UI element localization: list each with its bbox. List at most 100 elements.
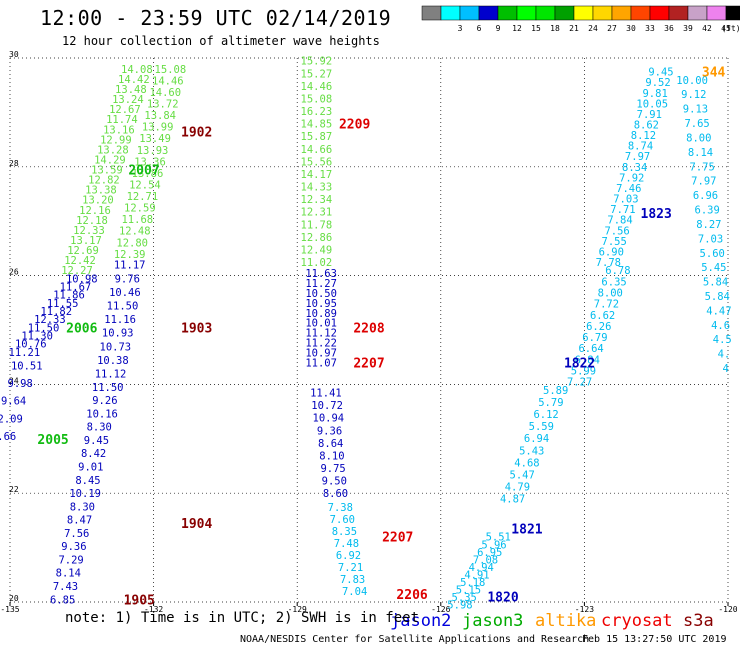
track-value: 5.35: [452, 592, 477, 604]
scale-label: 42: [702, 24, 712, 33]
track-value: 9.36: [61, 541, 86, 553]
track-value: 13.93: [137, 145, 169, 157]
scale-swatch: [497, 5, 518, 21]
track-value: 8.10: [319, 450, 344, 462]
track-pass-label: 2005: [37, 433, 68, 448]
track-pass-label: 1903: [181, 321, 212, 336]
track-value: 4.79: [505, 482, 530, 494]
track-value: 6.39: [695, 205, 720, 217]
track-value: 7.56: [604, 225, 629, 237]
track-value: 7.65: [684, 118, 709, 130]
track-pass-label: 2006: [66, 321, 97, 336]
scale-label: 24: [588, 24, 598, 33]
track-value: 7.46: [616, 183, 641, 195]
scale-label: 9: [496, 24, 501, 33]
scale-swatch: [725, 5, 740, 21]
track-value: 7.21: [338, 562, 363, 574]
scale-unit: (ft): [721, 24, 740, 33]
track-value: 12.34: [301, 194, 333, 206]
track-value: 15.27: [301, 68, 333, 80]
track-value: 7.56: [64, 528, 89, 540]
track-value: 10.89: [305, 308, 337, 320]
track-value: 6.92: [336, 550, 361, 562]
track-value: 6.79: [582, 332, 607, 344]
track-value: 4: [722, 363, 728, 375]
track-value: 12.67: [109, 104, 141, 116]
track-value: 7.27: [567, 377, 592, 389]
track-value: 5.18: [460, 577, 485, 589]
track-value: 12.31: [301, 207, 333, 219]
track-value: 14.33: [301, 182, 333, 194]
track-value: 12.16: [79, 205, 111, 217]
track-value: 10.98: [66, 273, 98, 285]
track-value: 13.72: [147, 99, 179, 111]
track-value: 10.51: [11, 360, 43, 372]
track-value: 5.45: [701, 262, 726, 274]
scale-swatch: [516, 5, 537, 21]
track-value: 8.30: [87, 422, 112, 434]
track-value: 10.97: [305, 348, 337, 360]
track-value: 11.86: [53, 290, 85, 302]
track-value: 10.00: [676, 75, 708, 87]
track-value: 10.50: [305, 288, 337, 300]
track-value: 7.84: [607, 215, 632, 227]
legend-satellite: jason2: [390, 611, 451, 631]
track-value: 11.67: [60, 281, 92, 293]
track-value: 11.02: [301, 257, 333, 269]
x-tick-label: -120: [718, 605, 737, 614]
track-value: 7.75: [690, 161, 715, 173]
y-tick-label: 26: [9, 268, 19, 277]
track-value: 4.: [718, 349, 731, 361]
scale-swatch: [421, 5, 442, 21]
track-pass-label: 1823: [641, 207, 672, 222]
legend-satellite: cryosat: [601, 611, 673, 631]
track-value: 4.94: [469, 562, 494, 574]
track-value: 15.56: [301, 156, 333, 168]
track-value: 12.27: [61, 265, 93, 277]
track-value: 9.64: [1, 396, 26, 408]
scale-swatch: [478, 5, 499, 21]
scale-label: 45: [721, 24, 731, 33]
track-value: 7.92: [619, 172, 644, 184]
track-value: 7.03: [613, 194, 638, 206]
track-value: 7.03: [698, 233, 723, 245]
track-value: 11.74: [106, 114, 138, 126]
track-value: 11.16: [104, 314, 136, 326]
track-value: 7.48: [334, 538, 359, 550]
track-value: 5.60: [700, 248, 725, 260]
track-value: 14.60: [149, 87, 181, 99]
track-value: 12.42: [64, 255, 96, 267]
track-value: 5.79: [538, 397, 563, 409]
track-value: 7.91: [637, 109, 662, 121]
track-value: 12.33: [34, 314, 66, 326]
scale-swatch: [573, 5, 594, 21]
track-value: 8.14: [688, 147, 713, 159]
scale-label: 3: [458, 24, 463, 33]
x-tick-label: -132: [144, 605, 163, 614]
x-tick-label: -126: [431, 605, 450, 614]
track-value: 8.00: [686, 132, 711, 144]
scale-swatch: [440, 5, 461, 21]
track-value: 5.59: [529, 421, 554, 433]
track-value: 9.52: [645, 77, 670, 89]
track-value: 9.36: [317, 425, 342, 437]
track-value: 11.78: [301, 219, 333, 231]
track-value: 10.01: [305, 318, 337, 330]
track-value: 8.45: [75, 475, 100, 487]
track-pass-label: 1902: [181, 125, 212, 140]
legend-satellite: altika: [535, 611, 596, 631]
footer-timestamp: Feb 15 13:27:50 UTC 2019: [582, 634, 727, 645]
scale-swatch: [687, 5, 708, 21]
track-value: 5.96: [481, 539, 506, 551]
track-value: 10.46: [109, 287, 141, 299]
track-value: 15.92: [301, 56, 333, 68]
track-value: 10.05: [636, 98, 668, 110]
track-value: 7.38: [328, 502, 353, 514]
track-value: 7.55: [602, 236, 627, 248]
track-pass-label: 1904: [181, 517, 212, 532]
scale-label: 15: [531, 24, 541, 33]
track-value: 15.08: [155, 64, 187, 76]
track-value: 14.42: [118, 74, 150, 86]
track-value: 12.59: [124, 203, 156, 215]
